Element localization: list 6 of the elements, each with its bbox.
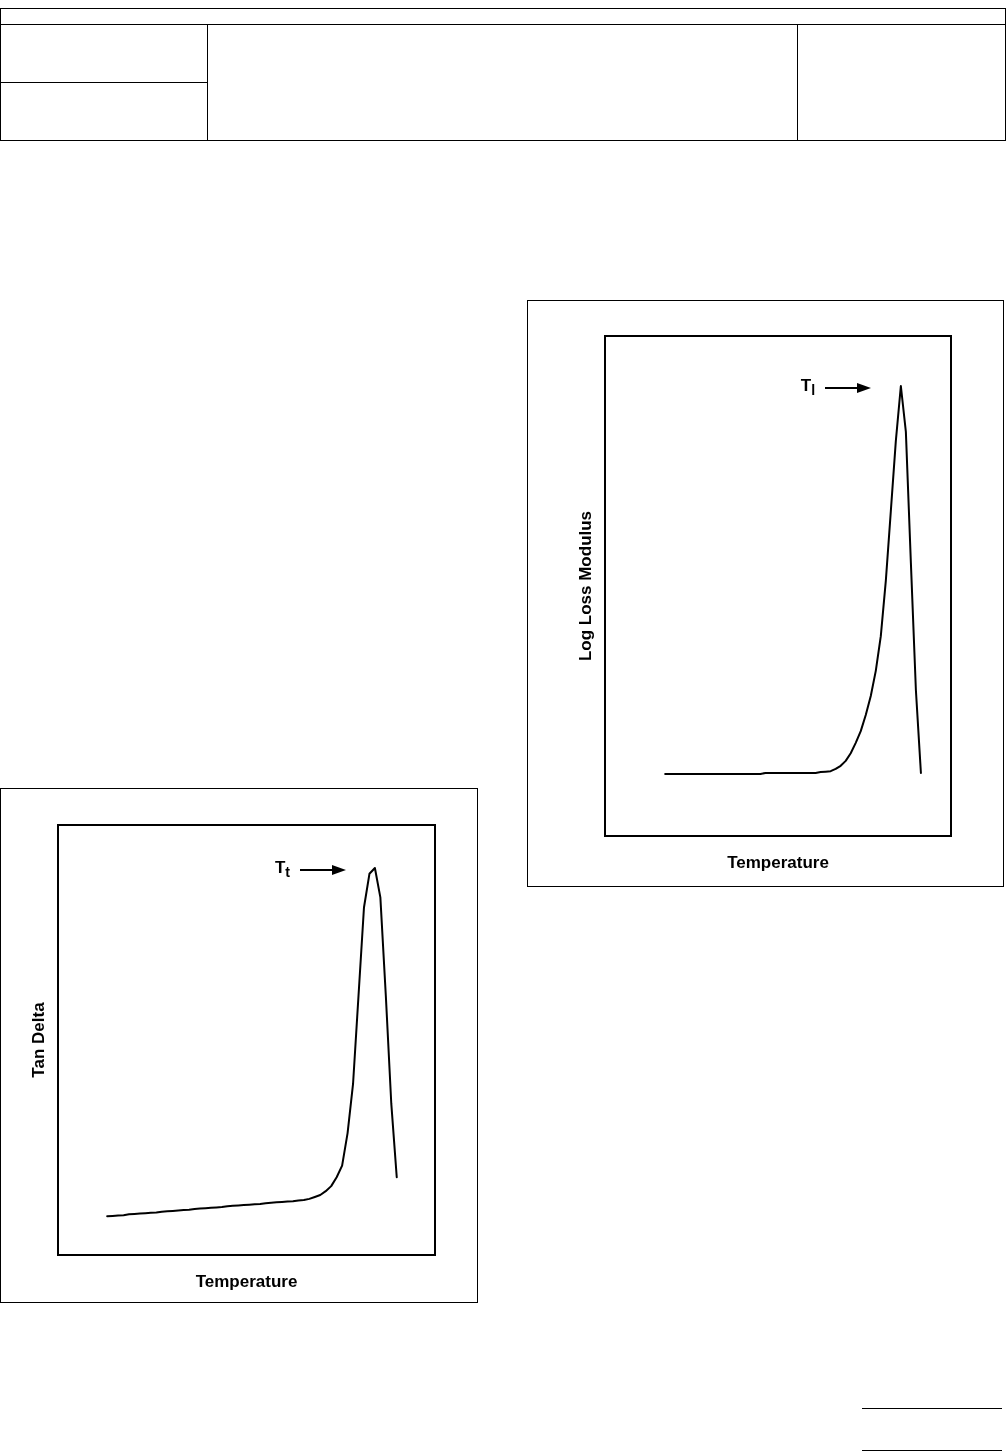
- annotation: T$_{t}$: [274, 856, 290, 884]
- x-axis-title: Temperature: [727, 853, 829, 872]
- y-axis-title: Log Loss Modulus: [575, 510, 595, 662]
- annotation: T$_{l}$: [800, 374, 816, 402]
- x-axis-title: Temperature: [195, 1272, 298, 1291]
- y-axis-title: Tan Delta: [28, 1001, 48, 1078]
